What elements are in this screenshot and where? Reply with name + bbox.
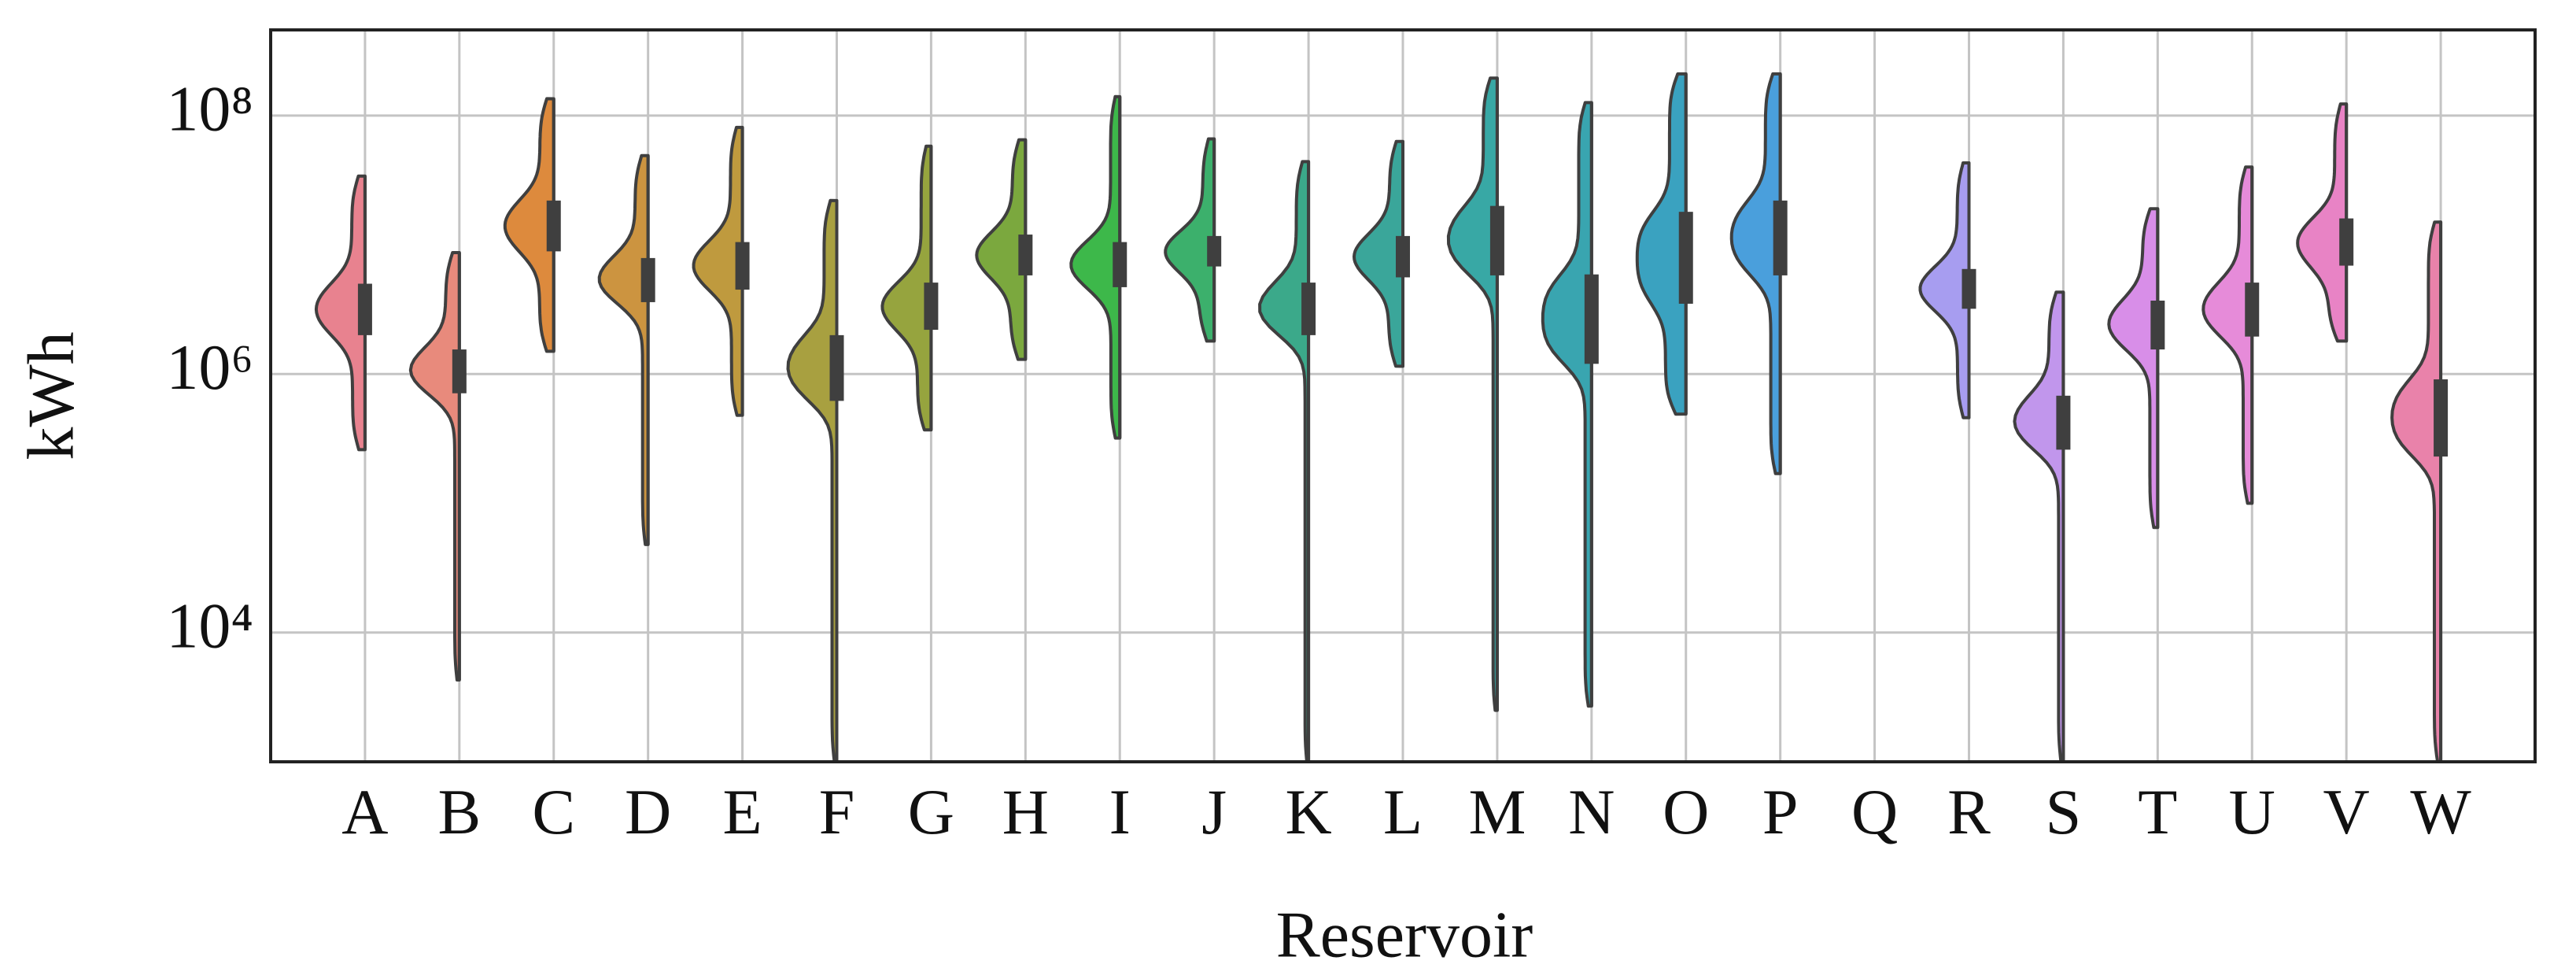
violin: [1258, 160, 1311, 763]
x-tick-label: D: [625, 776, 671, 848]
x-tick-label: U: [2229, 776, 2275, 848]
y-axis-label: kWh: [14, 331, 87, 460]
x-tick-label: J: [1201, 776, 1227, 848]
y-tick-label: 10⁴: [166, 590, 253, 662]
iqr-box: [2150, 300, 2165, 350]
x-tick-label: P: [1762, 776, 1799, 848]
violin: [597, 153, 650, 546]
violin: [2296, 102, 2349, 343]
iqr-box: [1489, 205, 1504, 275]
violin: [1353, 139, 1404, 368]
x-tick-label: E: [723, 776, 762, 848]
violin: [1069, 94, 1122, 440]
x-tick-label: T: [2138, 776, 2177, 848]
x-tick-label: B: [437, 776, 481, 848]
violin: [1918, 161, 1971, 419]
y-tick-label: 10⁶: [166, 331, 253, 403]
violin: [2013, 290, 2065, 763]
iqr-box: [1301, 283, 1316, 335]
x-tick-label: N: [1568, 776, 1615, 848]
x-tick-label: A: [341, 776, 388, 848]
plot-frame: [269, 28, 2537, 763]
iqr-box: [924, 283, 939, 331]
x-tick-label: S: [2046, 776, 2082, 848]
x-tick-label: H: [1002, 776, 1049, 848]
y-tick-label: 10⁸: [166, 73, 253, 145]
iqr-box: [1396, 235, 1410, 278]
x-tick-label: O: [1663, 776, 1709, 848]
iqr-box: [1678, 212, 1693, 304]
iqr-box: [357, 283, 372, 335]
violin: [2201, 165, 2254, 505]
x-axis-label: Reservoir: [1276, 898, 1533, 971]
violin: [2390, 220, 2443, 763]
iqr-box: [1584, 274, 1599, 364]
violin: [975, 138, 1028, 361]
iqr-box: [1773, 200, 1788, 275]
iqr-box: [640, 257, 655, 302]
iqr-box: [2245, 283, 2260, 337]
violin: [503, 97, 555, 353]
violin: [880, 144, 933, 432]
iqr-box: [1113, 242, 1127, 287]
x-tick-label: G: [908, 776, 954, 848]
violin: [1446, 76, 1499, 712]
x-tick-label: W: [2410, 776, 2471, 848]
violin: [408, 251, 461, 682]
violin: [2107, 207, 2160, 530]
iqr-box: [452, 349, 467, 393]
iqr-box: [2434, 379, 2449, 457]
iqr-box: [1962, 268, 1976, 309]
x-tick-label: V: [2323, 776, 2370, 848]
x-tick-label: K: [1285, 776, 1331, 848]
violin: [314, 174, 367, 452]
x-tick-label: F: [819, 776, 855, 848]
iqr-box: [2056, 395, 2071, 450]
iqr-box: [2339, 218, 2354, 266]
iqr-box: [735, 242, 750, 290]
x-tick-label: R: [1947, 776, 1991, 848]
x-tick-label: C: [532, 776, 575, 848]
violin: [692, 125, 744, 417]
x-tick-label: I: [1109, 776, 1131, 848]
violin: [1164, 137, 1216, 343]
x-tick-label: L: [1383, 776, 1423, 848]
violin: [786, 198, 839, 763]
iqr-box: [1207, 235, 1222, 267]
iqr-box: [829, 334, 844, 401]
violin: [1635, 72, 1688, 416]
x-tick-label: Q: [1851, 776, 1898, 848]
iqr-box: [546, 200, 561, 252]
iqr-box: [1018, 235, 1033, 275]
violin: [1729, 72, 1782, 475]
violin: [1541, 101, 1593, 708]
x-tick-label: M: [1468, 776, 1526, 848]
